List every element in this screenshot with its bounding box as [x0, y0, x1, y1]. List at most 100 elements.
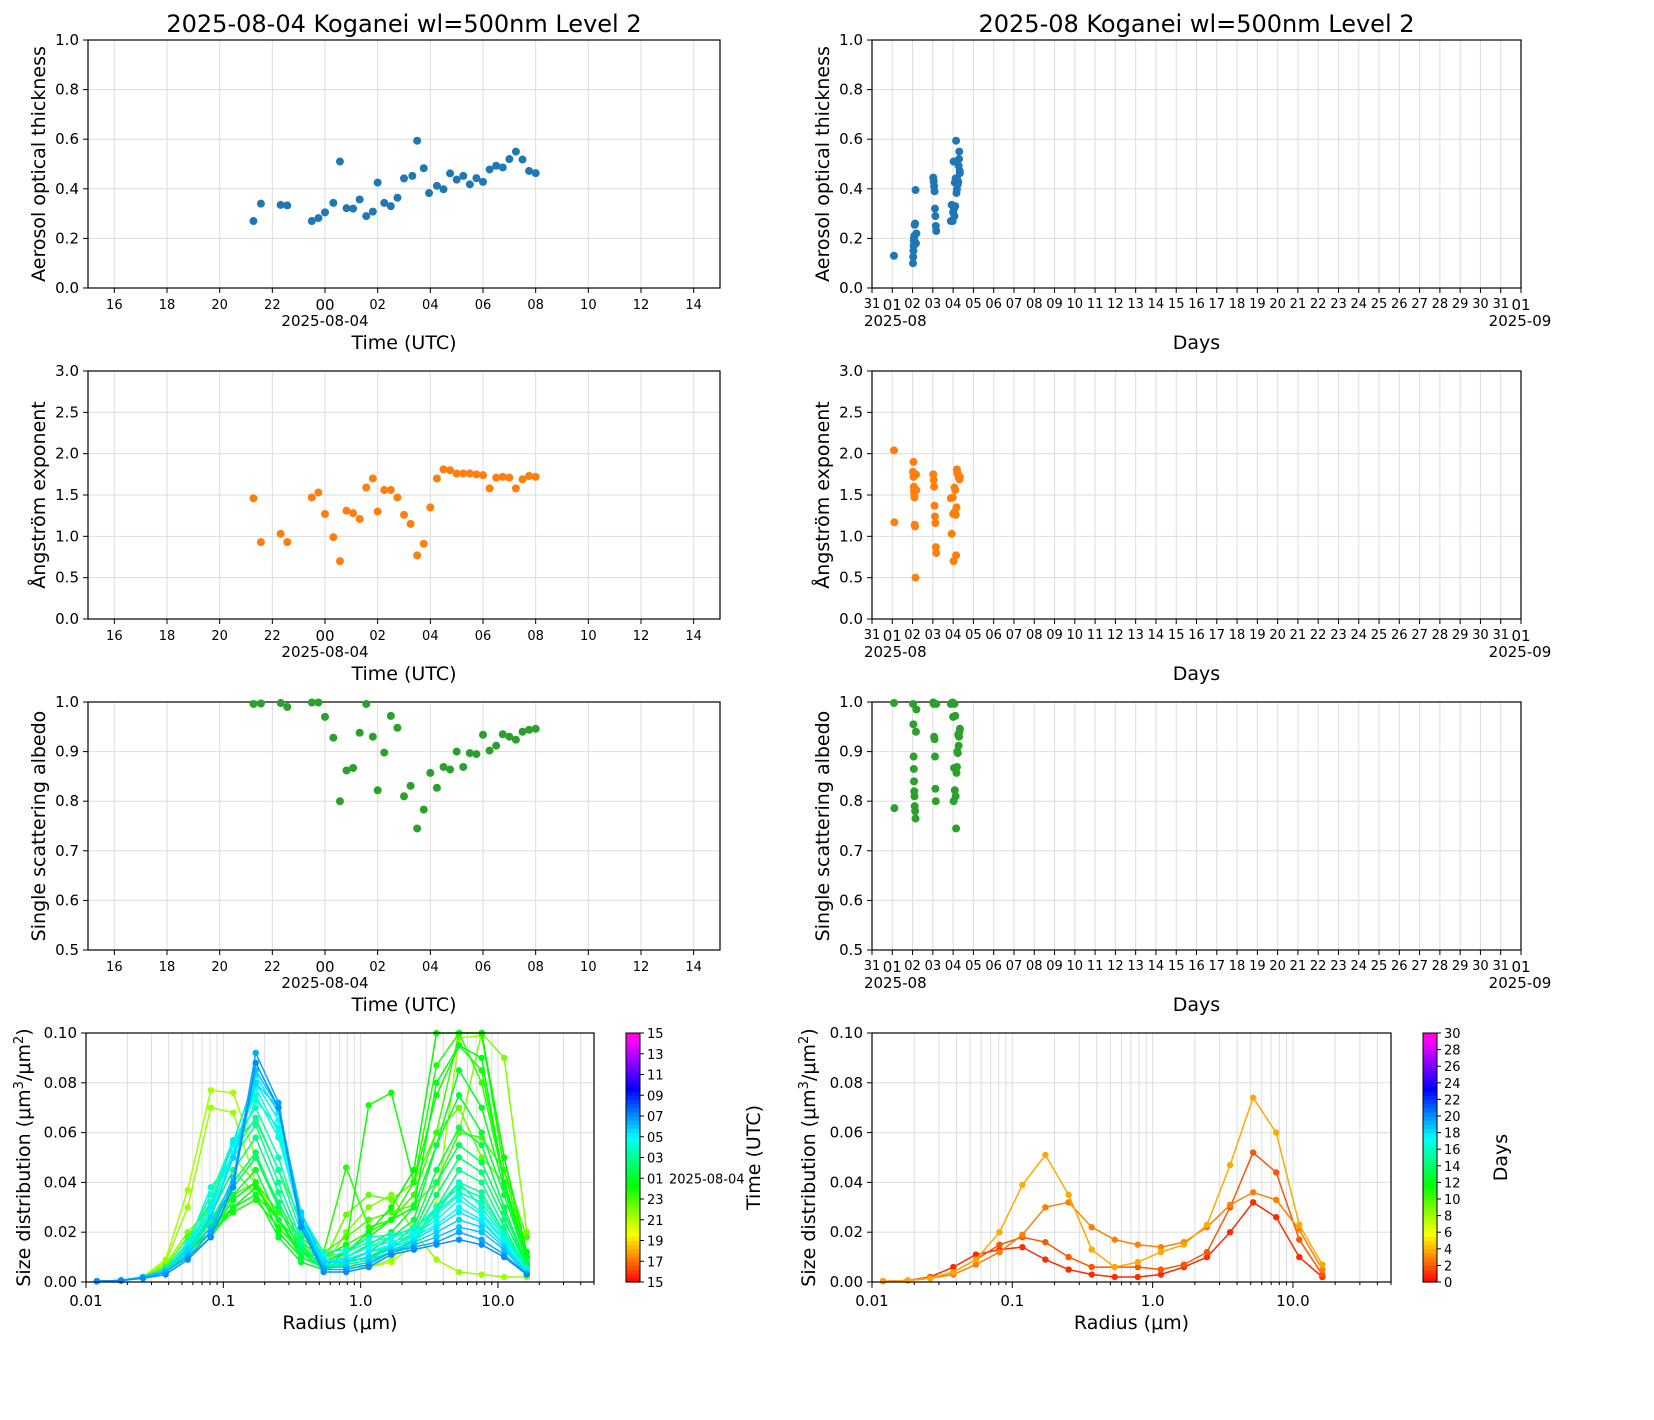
x-tick-label: 02 [369, 298, 386, 313]
colorbar-label: Days [1490, 1134, 1512, 1181]
colorbar-segment [626, 1103, 640, 1109]
series-point [455, 1067, 463, 1074]
series-point [365, 1238, 372, 1246]
x-axis-label: Days [1173, 332, 1220, 354]
series-point [252, 1166, 259, 1174]
data-point [929, 470, 938, 479]
data-point [276, 698, 285, 707]
series-point [455, 1196, 463, 1204]
x-tick-label: 07 [1006, 297, 1023, 312]
series-point [207, 1191, 214, 1199]
colorbar-tick-label: 26 [1444, 1060, 1461, 1075]
data-point [400, 174, 408, 183]
data-point [910, 777, 919, 786]
series-point [297, 1248, 305, 1256]
series-point [478, 1204, 485, 1211]
colorbar-tick-label: 07 [647, 1110, 664, 1125]
series-point [433, 1241, 440, 1248]
x-date-label: 2025-08 [864, 974, 927, 992]
series-point [501, 1273, 508, 1281]
colorbar-segment [626, 1236, 640, 1242]
y-tick-label: 0.04 [44, 1173, 77, 1191]
plot-frame [871, 701, 1522, 951]
data-point [439, 762, 448, 771]
colorbar-segment [626, 1041, 640, 1047]
colorbar-segment [626, 1095, 640, 1100]
y-tick-label: 0.6 [55, 891, 79, 909]
y-tick-label: 0.5 [55, 569, 79, 587]
x-tick-label: 22 [264, 298, 281, 313]
data-point [931, 543, 940, 552]
colorbar-segment [1423, 1070, 1437, 1076]
data-point [911, 239, 920, 248]
colorbar-tick-label: 11 [647, 1069, 664, 1084]
plot-frame [871, 370, 1522, 620]
data-point [931, 519, 940, 528]
data-point [465, 469, 474, 478]
colorbar-segment [1423, 1066, 1437, 1071]
colorbar-tick-label: 03 [647, 1152, 664, 1167]
colorbar-tick-label: 2 [1444, 1259, 1452, 1274]
data-point [335, 797, 344, 806]
x-tick-label: 00 [315, 296, 334, 314]
data-point [955, 169, 964, 178]
y-axis-label: Single scattering albedo [28, 711, 50, 942]
series-point [365, 1224, 372, 1231]
colorbar-label: Time (UTC) [743, 1105, 765, 1211]
x-tick-label: 18 [159, 960, 176, 975]
data-point [485, 484, 494, 493]
colorbar-date-label: 2025-08-04 [669, 1172, 745, 1187]
x-tick-label: 26 [1391, 628, 1408, 643]
series-group [879, 1094, 1326, 1285]
series-point [1180, 1241, 1188, 1248]
series-point [388, 1233, 395, 1241]
colorbar-segment [626, 1132, 640, 1138]
x-tick-label: 09 [1046, 628, 1063, 643]
series-point [1273, 1214, 1280, 1221]
series-point [433, 1129, 440, 1136]
colorbar-tick-label: 24 [1444, 1077, 1461, 1092]
data-point [955, 724, 964, 733]
colorbar-tick-label: 22 [1444, 1093, 1461, 1108]
label-part: 3 [12, 1081, 27, 1089]
series-point [1042, 1238, 1049, 1246]
data-point [955, 155, 964, 164]
colorbar-segment [1423, 1045, 1437, 1051]
x-tick-label: 22 [264, 960, 281, 975]
series-point [1226, 1161, 1234, 1169]
data-point [342, 204, 351, 213]
y-tick-label: 0.10 [830, 1024, 863, 1042]
x-date-label: 2025-08-04 [281, 974, 368, 992]
data-point [525, 166, 534, 175]
series-point [433, 1256, 440, 1263]
colorbar-tick-label: 16 [1444, 1143, 1461, 1158]
colorbar-segment [1423, 1219, 1437, 1225]
series-point [996, 1248, 1003, 1256]
colorbar-segment [626, 1169, 640, 1175]
x-tick-label: 31 [1492, 628, 1509, 643]
series-point [207, 1184, 214, 1191]
series-point [1249, 1149, 1257, 1156]
colorbar-tick-label: 20 [1444, 1110, 1461, 1125]
colorbar-tick-label: 13 [647, 1048, 664, 1063]
data-point [498, 730, 507, 739]
x-tick-label: 28 [1432, 959, 1449, 974]
x-tick-label: 24 [1350, 959, 1367, 974]
series-point [207, 1204, 214, 1211]
series-point [455, 1104, 463, 1111]
series-point [433, 1211, 440, 1218]
x-tick-label: 23 [1330, 959, 1347, 974]
series-point [478, 1236, 485, 1243]
x-tick-label: 22 [264, 629, 281, 644]
data-point [465, 180, 474, 189]
series-point [1249, 1094, 1257, 1101]
x-tick-label: 1.0 [1141, 1292, 1165, 1310]
x-tick-label: 10 [580, 629, 597, 644]
data-point [459, 469, 468, 478]
colorbar-tick-label: 28 [1444, 1044, 1461, 1059]
colorbar-segment [626, 1257, 640, 1262]
colorbar-tick-label: 10 [1444, 1193, 1461, 1208]
series-point [478, 1129, 485, 1136]
colorbar-segment [1423, 1207, 1437, 1213]
data-point [472, 174, 481, 183]
